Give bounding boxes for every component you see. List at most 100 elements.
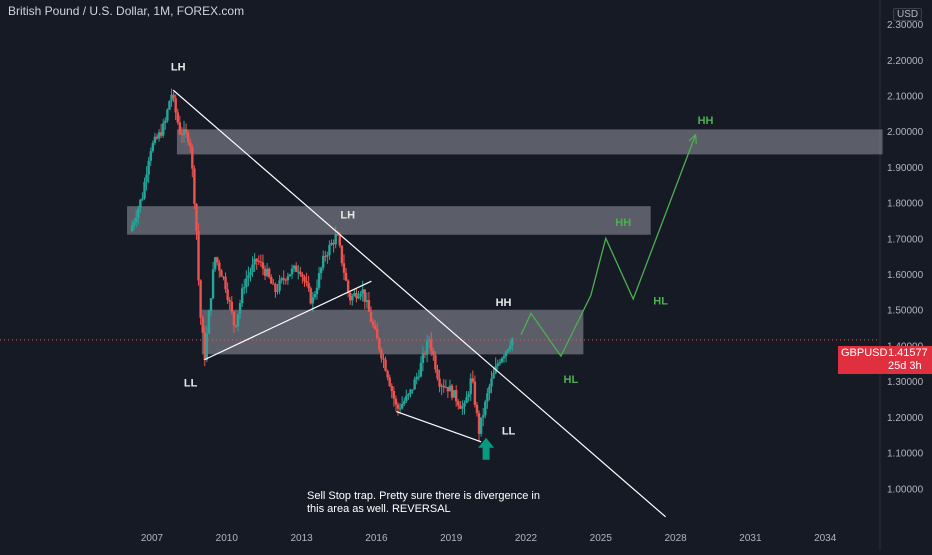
projection-arrowhead	[688, 133, 697, 144]
candle-body	[330, 242, 333, 245]
candle-body	[313, 294, 317, 298]
y-tick-label-11: 1.30000	[887, 377, 924, 388]
candle-body	[454, 390, 458, 402]
candle-body	[274, 283, 277, 292]
candle-body	[203, 332, 206, 360]
candle-body	[425, 340, 429, 355]
projection-path	[520, 134, 697, 358]
y-tick-label-5: 1.90000	[887, 163, 924, 174]
candle-body	[307, 282, 310, 289]
candle-body	[305, 281, 308, 283]
candle-body	[400, 403, 404, 409]
candle-body	[473, 381, 477, 405]
resistance-zone-1	[176, 129, 883, 155]
y-tick-label-3: 2.10000	[887, 91, 924, 102]
candle-body	[322, 255, 325, 268]
candle-body	[427, 339, 431, 341]
price-tag-countdown: 25d 3h	[888, 360, 922, 372]
candle-body	[334, 234, 337, 245]
candle-body	[382, 358, 385, 360]
candle-body	[249, 272, 252, 276]
candle-body	[288, 274, 292, 277]
candle-body	[168, 101, 171, 110]
candle-body	[328, 244, 331, 256]
candle-body	[450, 385, 454, 398]
candle-body	[461, 406, 464, 409]
candle-body	[265, 268, 269, 276]
candle-body	[346, 280, 350, 293]
candle-body	[486, 393, 489, 402]
candle-body	[255, 258, 258, 262]
candle-body	[209, 298, 213, 311]
candle-body	[228, 299, 231, 302]
candle-body	[189, 142, 192, 147]
x-tick-label-4: 2019	[440, 533, 463, 544]
x-tick-label-1: 2010	[216, 533, 239, 544]
candle-body	[174, 98, 177, 113]
candle-body	[384, 359, 387, 371]
candle-body	[211, 269, 215, 299]
x-tick-label-0: 2007	[141, 533, 164, 544]
candle-body	[388, 377, 391, 387]
candle-body	[396, 404, 400, 409]
candle-body	[407, 393, 410, 396]
candle-body	[153, 136, 157, 144]
candle-body	[176, 112, 179, 123]
candle-body	[465, 397, 468, 404]
candle-body	[467, 394, 470, 398]
candle-body	[421, 353, 425, 363]
candle-body	[500, 358, 504, 363]
candle-body	[290, 268, 294, 275]
candle-body	[170, 94, 173, 102]
candle-body	[182, 129, 186, 136]
candle-body	[143, 181, 146, 199]
annotation-line-2: this area as well. REVERSAL	[307, 503, 451, 515]
candle-body	[276, 290, 279, 292]
candle-body	[232, 311, 236, 326]
candle-body	[442, 385, 445, 388]
candle-body	[390, 386, 393, 392]
candle-body	[286, 276, 290, 281]
candle-body	[378, 338, 381, 350]
candle-body	[481, 415, 485, 418]
candle-body	[149, 151, 152, 161]
candle-body	[245, 278, 248, 288]
y-tick-label-7: 1.70000	[887, 234, 924, 245]
candle-body	[230, 301, 233, 312]
candle-body	[484, 401, 487, 416]
pattern-label-3: LL	[184, 378, 198, 390]
candle-body	[504, 351, 508, 357]
pattern-label-7: HH	[615, 217, 631, 229]
candle-body	[392, 391, 396, 399]
x-tick-label-9: 2034	[814, 533, 837, 544]
x-tick-label-3: 2016	[365, 533, 388, 544]
candle-body	[195, 203, 198, 232]
candle-body	[336, 234, 339, 236]
y-tick-label-9: 1.50000	[887, 306, 924, 317]
candle-body	[317, 273, 321, 288]
candle-body	[247, 275, 250, 279]
candle-body	[380, 349, 383, 359]
candle-body	[394, 398, 398, 405]
currency-unit-button[interactable]: USD	[893, 8, 923, 21]
candle-body	[251, 264, 254, 273]
candle-body	[226, 289, 229, 300]
candle-body	[135, 217, 138, 223]
price-tag-value: 1.41577	[888, 347, 928, 359]
candle-body	[363, 289, 366, 302]
x-tick-label-8: 2031	[739, 533, 762, 544]
candle-body	[213, 257, 217, 270]
candle-body	[344, 272, 348, 281]
candle-body	[471, 378, 475, 382]
candle-body	[224, 276, 227, 290]
candle-body	[411, 389, 414, 391]
pattern-label-2: LH	[340, 210, 355, 222]
candle-body	[222, 276, 225, 278]
candle-body	[452, 390, 456, 398]
y-tick-label-14: 1.00000	[887, 484, 924, 495]
candle-body	[218, 262, 221, 271]
x-tick-label-6: 2025	[590, 533, 613, 544]
candle-body	[324, 255, 327, 257]
